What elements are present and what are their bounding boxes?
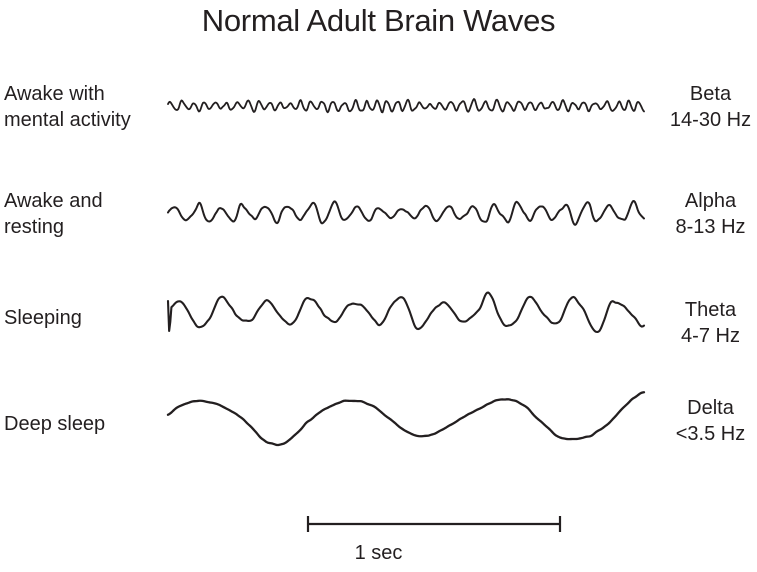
- state-label-line1: Awake with: [4, 83, 105, 105]
- scale-bar: [0, 505, 757, 572]
- band-name: Beta: [689, 83, 732, 105]
- waveform-delta: [166, 366, 650, 470]
- state-label-line1: Sleeping: [4, 307, 82, 329]
- scale-bar-label: 1 sec: [354, 542, 403, 564]
- band-name: Alpha: [684, 190, 737, 212]
- state-label-delta: Deep sleep: [4, 411, 164, 437]
- band-frequency: 4-7 Hz: [681, 325, 740, 347]
- waveform-alpha: [167, 184, 650, 242]
- band-frequency: 14-30 Hz: [669, 109, 752, 131]
- band-label-beta: Beta 14-30 Hz: [664, 81, 757, 133]
- band-frequency: 8-13 Hz: [675, 216, 746, 238]
- band-name: Theta: [684, 299, 737, 321]
- band-label-alpha: Alpha 8-13 Hz: [664, 188, 757, 240]
- state-label-beta: Awake with mental activity: [4, 81, 164, 133]
- band-label-theta: Theta 4-7 Hz: [664, 297, 757, 349]
- wave-trace-delta: [166, 391, 646, 447]
- state-label-line2: resting: [4, 216, 65, 238]
- state-label-line2: mental activity: [4, 109, 131, 131]
- state-label-alpha: Awake and resting: [4, 188, 164, 240]
- page-title: Normal Adult Brain Waves: [201, 3, 556, 38]
- band-frequency: <3.5 Hz: [675, 423, 746, 445]
- wave-trace-theta: [166, 291, 646, 334]
- waveform-beta: [167, 85, 650, 127]
- state-label-line1: Awake and: [4, 190, 103, 212]
- band-name: Delta: [687, 397, 734, 419]
- wave-trace-alpha: [167, 200, 645, 226]
- wave-trace-beta: [167, 98, 645, 114]
- state-label-line1: Deep sleep: [4, 413, 106, 435]
- band-label-delta: Delta <3.5 Hz: [664, 395, 757, 447]
- waveform-theta: [166, 269, 650, 355]
- state-label-theta: Sleeping: [4, 305, 164, 331]
